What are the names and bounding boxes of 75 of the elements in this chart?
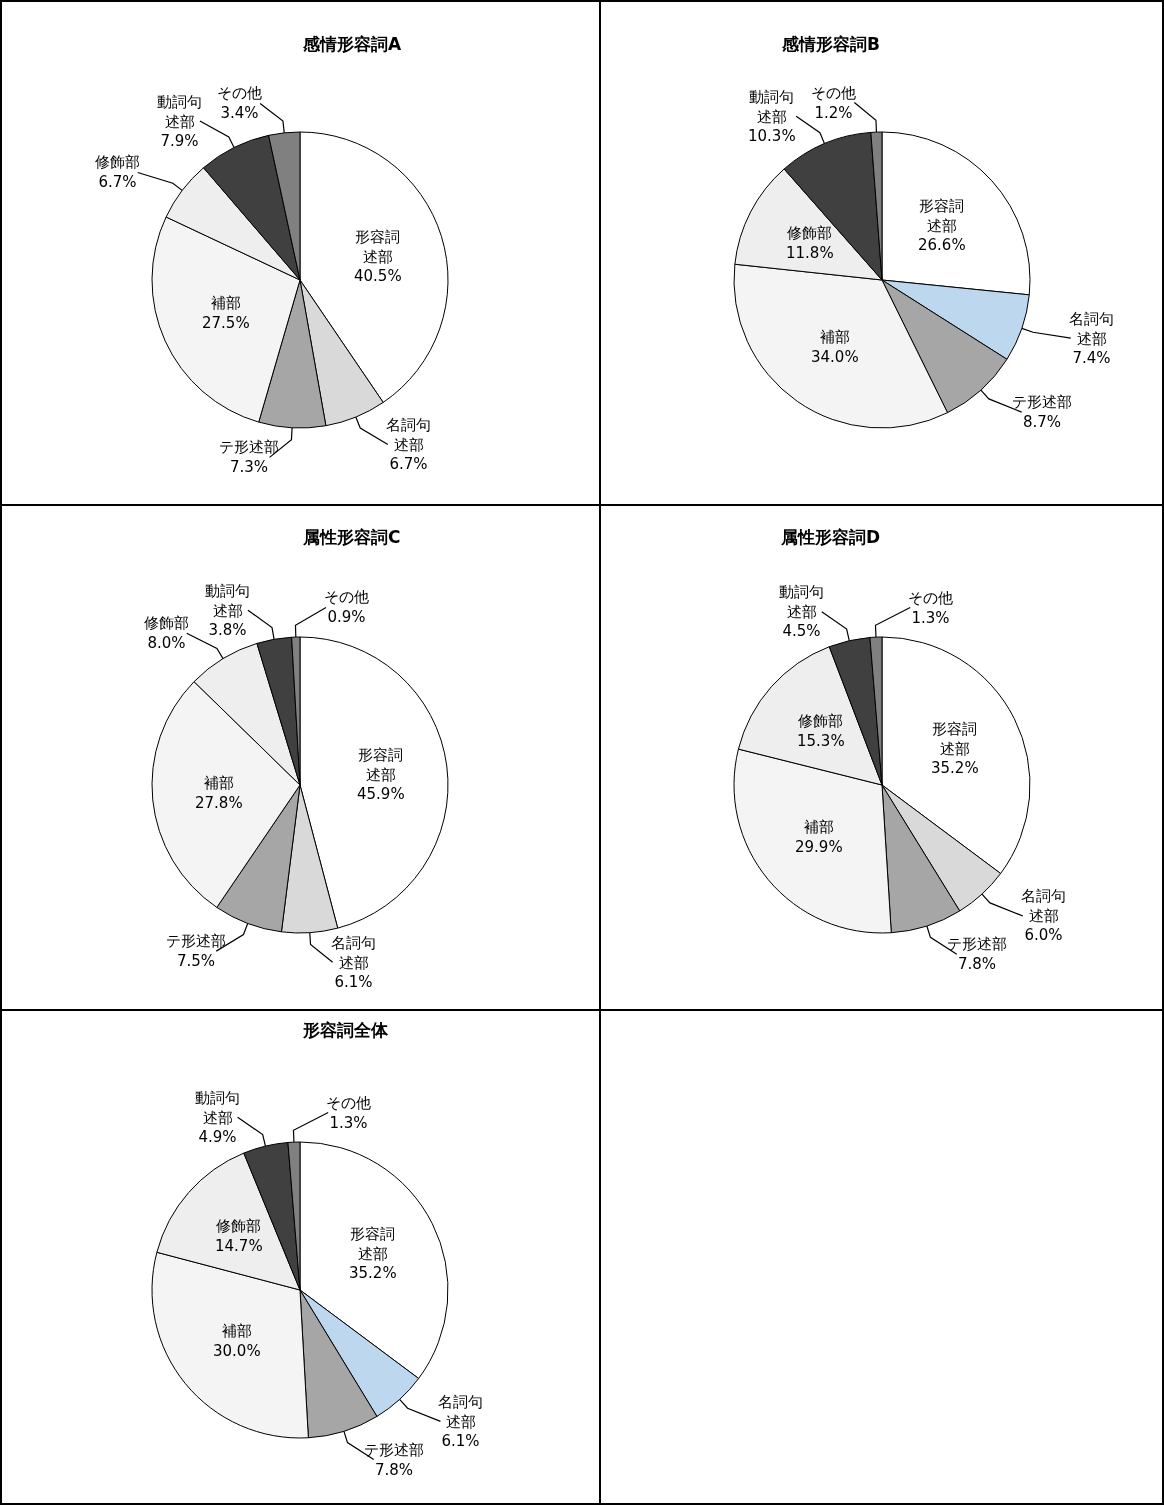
data-label: 45.9% [357,785,405,803]
legend-label: 名詞句述部 [1021,887,1066,925]
data-label: 6.7% [98,172,137,191]
data-label: 0.9% [327,607,366,626]
slice-label: 補部 [210,294,241,312]
slice-label: 動詞句述部 [157,93,202,131]
slice-label: その他 [811,84,856,102]
slice-label: 補部 [203,774,234,792]
data-label: 7.3% [229,457,269,476]
data-label: 7.8% [957,954,997,973]
data-label: 34.0% [811,347,859,366]
data-label: 7.4% [1072,349,1111,367]
chart-title: 感情形容詞B [781,34,880,54]
data-label: 8.0% [147,633,186,652]
data-label: 7.8% [374,1460,414,1479]
data-label: 4.5% [782,622,821,640]
slice-label: 形容詞述部 [355,228,401,266]
slice-label: 形容詞述部 [358,746,404,784]
chart-title: 属性形容詞D [780,527,881,547]
slice-label: テ形述部 [219,438,279,456]
slice-label: 補部 [819,328,850,346]
data-label: 1.3% [911,608,950,627]
data-label: 6.1% [334,973,373,991]
slice-label: 補部 [803,818,834,836]
data-label: 1.2% [814,103,853,122]
slice-label: 修飾部 [787,224,833,242]
data-label: 10.3% [748,127,796,145]
slice-label: 形容詞述部 [350,1225,396,1263]
legend-label: 名詞句述部 [438,1393,483,1431]
chart-title: 感情形容詞A [302,34,402,54]
slice-label: その他 [326,1094,371,1112]
data-label: 35.2% [349,1264,397,1282]
slice-label: 動詞句述部 [749,88,795,126]
slice-label: 修飾部 [798,712,844,730]
slice-label: 補部 [221,1322,252,1340]
legend-label: 名詞句述部 [331,934,376,972]
slice-label: 動詞句述部 [205,582,250,620]
data-label: 1.3% [329,1113,368,1132]
slice-label: 動詞句述部 [195,1089,240,1127]
slice-label: 修飾部 [216,1217,262,1235]
data-label: 7.5% [176,951,216,970]
data-label: 3.8% [208,621,247,639]
data-label: 6.1% [441,1432,480,1450]
slice-label: テ形述部 [1012,393,1072,411]
data-label: 3.4% [220,103,259,122]
slice-label: 修飾部 [144,614,189,632]
data-label: 4.9% [198,1128,237,1146]
slice-label: 名詞句述部 [386,416,431,454]
chart-title: 形容詞全体 [302,1020,389,1040]
slice-label: テ形述部 [364,1441,424,1459]
data-label: 26.6% [918,236,966,254]
data-label: 15.3% [797,731,845,750]
data-label: 6.0% [1024,926,1063,944]
data-label: 8.7% [1022,412,1062,431]
slice-label: その他 [324,588,369,606]
chart-title: 属性形容詞C [302,527,401,547]
data-label: 29.9% [795,837,843,856]
slice-label: 修飾部 [95,153,140,171]
slice-label: テ形述部 [947,935,1007,953]
slice-label: その他 [217,84,262,102]
slice-label: その他 [908,589,953,607]
data-label: 40.5% [354,267,402,285]
slice-label: 形容詞述部 [919,197,965,235]
slice-label: 動詞句述部 [779,583,824,621]
data-label: 7.9% [160,132,199,150]
slice-label: 形容詞述部 [932,720,978,758]
data-label: 11.8% [786,243,834,262]
data-label: 35.2% [931,759,979,777]
slice-label: テ形述部 [166,932,226,950]
data-label: 14.7% [215,1236,263,1255]
data-label: 30.0% [213,1341,261,1360]
data-label: 27.5% [202,313,250,332]
data-label: 27.8% [195,793,243,812]
data-label: 6.7% [389,455,428,473]
slice-label: 名詞句述部 [1069,310,1114,348]
